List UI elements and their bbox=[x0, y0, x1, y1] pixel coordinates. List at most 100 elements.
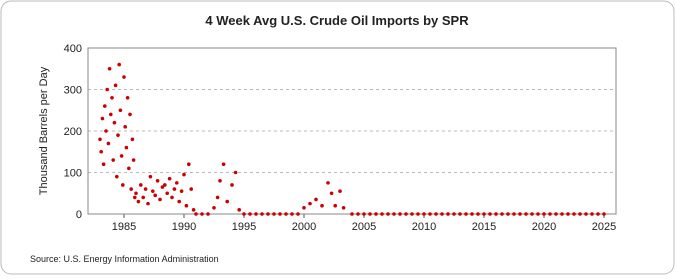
point bbox=[167, 176, 172, 181]
point bbox=[119, 154, 124, 158]
point bbox=[115, 174, 119, 179]
point bbox=[464, 212, 468, 216]
point bbox=[428, 212, 432, 216]
point bbox=[290, 212, 294, 216]
y-axis-label: Thousand Barrels per Day bbox=[38, 66, 50, 195]
point bbox=[308, 201, 312, 206]
x-tick-label: 2005 bbox=[352, 221, 376, 233]
y-tick-label: 200 bbox=[64, 126, 82, 138]
point bbox=[284, 212, 288, 216]
point bbox=[542, 212, 546, 216]
point bbox=[350, 212, 354, 216]
point bbox=[121, 183, 125, 187]
point bbox=[548, 212, 552, 216]
point bbox=[110, 96, 114, 100]
point bbox=[153, 193, 157, 198]
point bbox=[230, 183, 234, 187]
point bbox=[458, 212, 462, 216]
point bbox=[410, 212, 414, 216]
point bbox=[109, 112, 113, 117]
point bbox=[146, 201, 150, 206]
y-tick-label: 100 bbox=[64, 168, 82, 180]
point bbox=[404, 212, 408, 216]
y-tick-label: 400 bbox=[64, 43, 82, 55]
point bbox=[530, 212, 534, 216]
point bbox=[155, 179, 160, 183]
point bbox=[130, 137, 135, 142]
point bbox=[386, 212, 390, 216]
point bbox=[141, 195, 145, 200]
point bbox=[189, 187, 193, 191]
point bbox=[123, 125, 127, 129]
point bbox=[494, 212, 498, 216]
point bbox=[578, 212, 582, 216]
point bbox=[215, 195, 220, 200]
point bbox=[191, 208, 196, 212]
point bbox=[148, 174, 153, 179]
point bbox=[182, 172, 186, 177]
point bbox=[326, 181, 330, 185]
point bbox=[398, 212, 402, 216]
point bbox=[422, 212, 426, 216]
point bbox=[131, 158, 136, 162]
point bbox=[105, 87, 109, 92]
point bbox=[329, 191, 334, 196]
x-tick-label: 2025 bbox=[592, 221, 616, 233]
point bbox=[106, 141, 111, 146]
point bbox=[356, 212, 360, 216]
x-tick-label: 1990 bbox=[172, 221, 196, 233]
point bbox=[566, 212, 570, 216]
point bbox=[172, 187, 177, 191]
point bbox=[128, 112, 132, 117]
point bbox=[488, 212, 492, 216]
point bbox=[512, 212, 516, 216]
x-tick-label: 2015 bbox=[472, 221, 496, 233]
point bbox=[338, 189, 342, 193]
point bbox=[103, 104, 107, 108]
point bbox=[101, 162, 106, 166]
point bbox=[113, 83, 118, 88]
point bbox=[536, 212, 540, 216]
point bbox=[177, 199, 181, 204]
point bbox=[320, 203, 324, 208]
point bbox=[296, 212, 300, 216]
point bbox=[99, 149, 103, 154]
point bbox=[237, 208, 241, 212]
point bbox=[333, 203, 338, 208]
point bbox=[272, 212, 276, 216]
point bbox=[302, 205, 306, 210]
point bbox=[242, 212, 246, 216]
y-tick-label: 0 bbox=[76, 209, 82, 221]
point bbox=[248, 212, 252, 216]
point bbox=[187, 162, 191, 166]
point bbox=[104, 129, 108, 133]
point bbox=[127, 166, 131, 171]
chart-title: 4 Week Avg U.S. Crude Oil Imports by SPR bbox=[205, 13, 469, 28]
point bbox=[225, 199, 229, 204]
point bbox=[434, 212, 438, 216]
point bbox=[416, 212, 420, 216]
point bbox=[165, 191, 169, 196]
x-tick-label: 2010 bbox=[412, 221, 436, 233]
point bbox=[266, 212, 270, 216]
point bbox=[117, 62, 121, 67]
point bbox=[170, 195, 174, 200]
point bbox=[560, 212, 564, 216]
y-tick-label: 300 bbox=[64, 85, 82, 97]
point bbox=[368, 212, 372, 216]
point bbox=[524, 212, 528, 216]
point bbox=[184, 203, 189, 208]
point bbox=[452, 212, 456, 216]
point bbox=[134, 191, 138, 196]
point bbox=[482, 212, 486, 216]
point bbox=[278, 212, 282, 216]
point bbox=[206, 212, 210, 216]
point bbox=[116, 133, 120, 137]
point bbox=[212, 205, 216, 210]
point bbox=[554, 212, 558, 216]
point bbox=[118, 108, 123, 113]
point bbox=[218, 179, 222, 183]
point bbox=[124, 145, 129, 150]
point bbox=[590, 212, 594, 216]
